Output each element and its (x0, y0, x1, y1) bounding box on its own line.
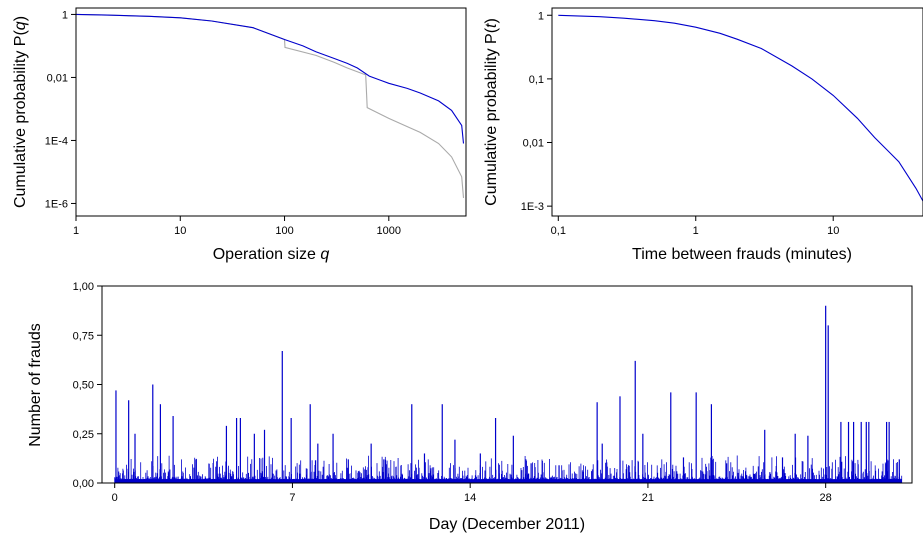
y-tick-label: 1,00 (73, 281, 94, 293)
ticks: 0 7 14 21 28 0,00 0,25 0,50 0,75 1,00 (73, 281, 832, 504)
y-tick-label: 0,1 (529, 74, 544, 86)
x-tick-label: 10 (174, 225, 186, 237)
plot-frame (75, 7, 467, 217)
x-tick-label: 1 (693, 225, 699, 237)
x-axis-label: Time between frauds (minutes) (632, 246, 852, 263)
y-axis-label: Cumulative probability P(q) (12, 16, 29, 208)
x-axis-label: Day (December 2011) (429, 516, 585, 533)
panel-time-between-frauds: 0,1 1 10 1 0,1 0,01 1E-3 Time between frauds (… (483, 7, 923, 263)
y-tick-label: 0,00 (73, 478, 94, 490)
x-tick-label: 28 (820, 492, 832, 504)
series-line-0 (558, 14, 923, 202)
x-tick-label: 1 (73, 225, 79, 237)
y-tick-label: 0,01 (47, 72, 68, 84)
plot-frame (101, 285, 913, 484)
x-tick-label: 100 (275, 225, 293, 237)
y-tick-label: 1E-4 (45, 135, 68, 147)
x-tick-label: 21 (642, 492, 654, 504)
y-tick-label: 1E-6 (45, 198, 68, 210)
ticks: 0,1 1 10 1 0,1 0,01 1E-3 (521, 10, 840, 237)
plot-frame (551, 7, 923, 217)
y-axis-label: Cumulative probability P(t) (483, 18, 500, 206)
y-tick-label: 1E-3 (521, 201, 544, 213)
ticks: 1 10 100 1000 1 0,01 1E-4 1E-6 (45, 9, 401, 237)
x-tick-label: 0,1 (551, 225, 566, 237)
y-tick-label: 0,75 (73, 330, 94, 342)
x-tick-label: 14 (464, 492, 476, 504)
series-line-0 (75, 13, 465, 144)
y-axis-label: Number of frauds (27, 323, 44, 447)
y-tick-label: 0,50 (73, 380, 94, 392)
x-tick-label: 0 (112, 492, 118, 504)
x-tick-label: 10 (827, 225, 839, 237)
x-tick-label: 1000 (377, 225, 401, 237)
plot-area (558, 14, 923, 202)
background-spikes (114, 455, 903, 483)
y-tick-label: 0,25 (73, 429, 94, 441)
panel-operation-size: 1 10 100 1000 1 0,01 1E-4 1E-6 Operation size q… (12, 7, 467, 263)
x-axis-label: Operation size q (213, 246, 330, 263)
plot-area (75, 13, 465, 198)
y-tick-label: 0,01 (523, 138, 544, 150)
y-tick-label: 1 (538, 10, 544, 22)
x-tick-label: 7 (289, 492, 295, 504)
panel-daily-frauds: 0 7 14 21 28 0,00 0,25 0,50 0,75 1,00 Day (Decemb… (27, 281, 913, 533)
plot-area (114, 305, 903, 483)
series-line-1 (75, 13, 465, 198)
y-tick-label: 1 (62, 9, 68, 21)
